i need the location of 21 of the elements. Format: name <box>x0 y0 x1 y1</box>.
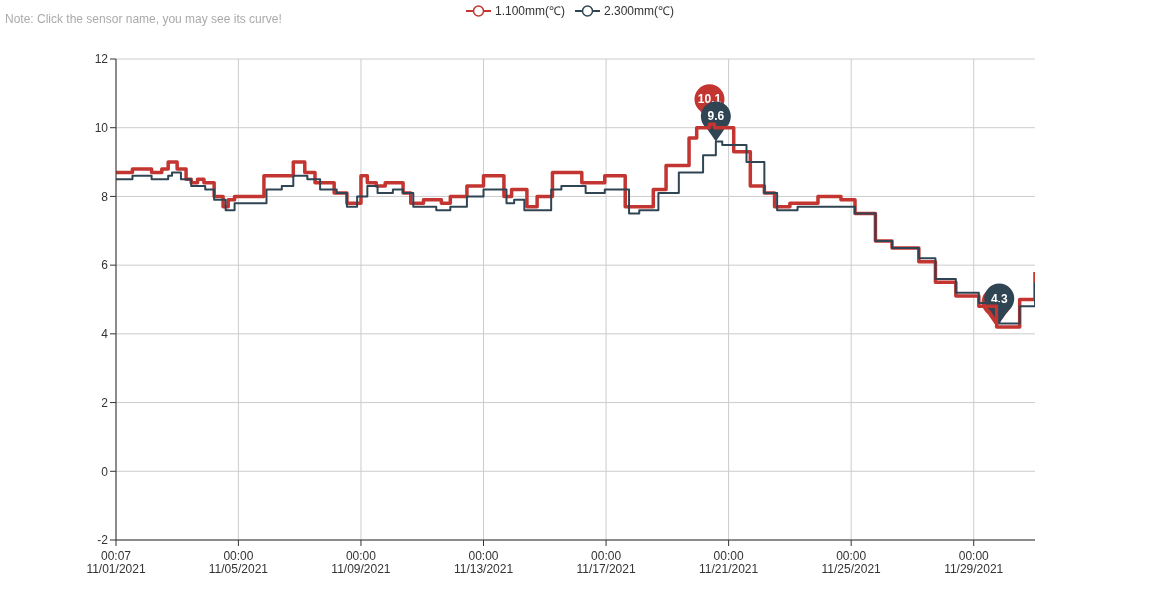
x-tick-label: 00:00 11/09/2021 <box>331 549 391 576</box>
x-tick-label: 00:00 11/21/2021 <box>699 549 759 576</box>
y-tick-label: 10 <box>94 120 109 135</box>
y-tick-label: 8 <box>101 189 109 204</box>
x-tick-label: 00:00 11/17/2021 <box>576 549 636 576</box>
annotation: 9.6 <box>707 109 725 124</box>
y-tick-label: 2 <box>101 395 109 410</box>
y-tick-label: 12 <box>94 52 109 67</box>
y-tick-label: 0 <box>101 464 109 479</box>
y-tick-label: -2 <box>97 533 109 548</box>
x-tick-label: 00:00 11/29/2021 <box>944 549 1004 576</box>
x-tick-label: 00:07 11/01/2021 <box>86 549 146 576</box>
text: Note: Click the sensor name, you may see its curve! <box>5 12 282 26</box>
y-tick-label: 4 <box>101 327 109 342</box>
legend-label: 1.100mm(℃) <box>494 3 565 19</box>
y-tick-label: 6 <box>101 258 109 273</box>
annotation: 4.3 <box>990 291 1008 306</box>
x-tick-label: 00:00 11/13/2021 <box>453 549 514 576</box>
legend-label: 2.300mm(℃) <box>604 3 675 19</box>
x-tick-label: 00:00 11/05/2021 <box>208 549 269 576</box>
x-tick-label: 00:00 11/25/2021 <box>821 549 882 576</box>
